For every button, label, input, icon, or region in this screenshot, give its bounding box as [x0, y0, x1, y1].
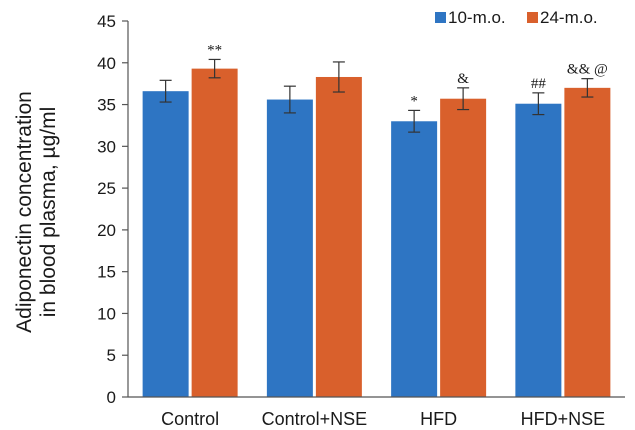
y-tick-label-40: 40	[97, 54, 116, 73]
annotation-0-1: **	[207, 42, 222, 58]
annotation-3-0: ##	[531, 76, 547, 92]
bar-hfd-10-m-o-	[391, 121, 438, 398]
legend: 10-m.o. 24-m.o.	[435, 8, 598, 27]
x-category-label-1: Control+NSE	[262, 409, 368, 429]
y-axis-label-text: Adiponectin concentrationin blood plasma…	[13, 91, 60, 333]
y-axis-label-line-1: Adiponectin concentration	[13, 91, 36, 333]
bar-hfd-nse-24-m-o-	[564, 87, 611, 397]
y-axis-label-line-2: in blood plasma, µg/ml	[37, 107, 60, 318]
annotation-3-1: && @	[567, 62, 608, 78]
y-axis-ticks: 0 5 10 15 20 25 30 35 40 45	[97, 12, 128, 407]
y-tick-label-30: 30	[97, 137, 116, 156]
legend-swatch-1	[527, 12, 538, 23]
bar-control-nse-10-m-o-	[266, 99, 313, 397]
bar-control-10-m-o-	[142, 91, 189, 397]
bar-hfd-24-m-o-	[440, 98, 487, 397]
x-category-label-0: Control	[161, 409, 219, 429]
y-tick-label-10: 10	[97, 304, 116, 323]
bar-control-24-m-o-	[191, 68, 238, 398]
y-tick-label-45: 45	[97, 12, 116, 31]
bar-hfd-nse-10-m-o-	[515, 103, 562, 397]
y-tick-label-25: 25	[97, 179, 116, 198]
significance-annotations: ***& ##&& @	[207, 42, 608, 109]
y-axis-label: Adiponectin concentrationin blood plasma…	[13, 91, 60, 333]
legend-label-1: 24-m.o.	[540, 8, 598, 27]
y-tick-label-20: 20	[97, 221, 116, 240]
x-axis-categories: Control Control+NSE HFD HFD+NSE	[161, 409, 605, 429]
bars	[142, 68, 611, 398]
bar-control-nse-24-m-o-	[315, 76, 362, 397]
x-category-label-2: HFD	[420, 409, 457, 429]
axes	[127, 21, 625, 398]
y-tick-label-35: 35	[97, 96, 116, 115]
annotation-2-1: &	[457, 71, 469, 87]
x-category-label-3: HFD+NSE	[521, 409, 606, 429]
y-tick-label-15: 15	[97, 263, 116, 282]
y-tick-label-0: 0	[107, 388, 116, 407]
y-tick-label-5: 5	[107, 346, 116, 365]
legend-label-0: 10-m.o.	[448, 8, 506, 27]
error-bars	[159, 58, 594, 133]
legend-swatch-0	[435, 12, 446, 23]
annotation-2-0: *	[410, 93, 418, 109]
